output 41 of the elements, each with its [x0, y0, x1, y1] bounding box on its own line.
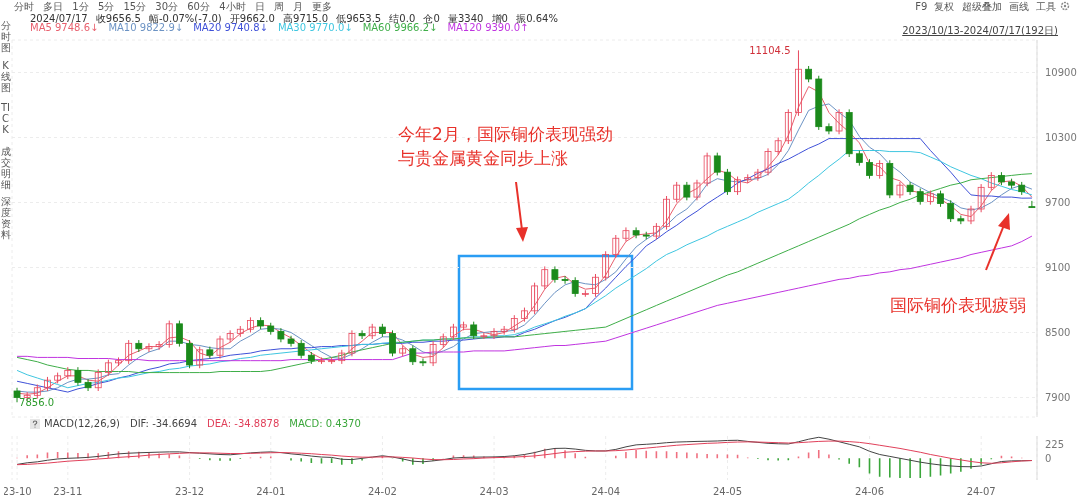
text: 2024/07/17 收9656.5 幅-0.07%(-7.0) 开9662.0 高9715.0 低9653.5 结0.0 仓0 量3340 增0 振0.64%	[30, 12, 558, 24]
y-tick-label: 0	[1045, 452, 1052, 464]
x-tick-label: 23-10	[2, 486, 32, 498]
y-tick-label: 9700	[1045, 197, 1071, 209]
y-tick-label: 7900	[1045, 392, 1071, 404]
text: MA20 9740.8↓	[193, 22, 268, 34]
y-tick-label: 10900	[1045, 67, 1077, 79]
x-tick-label: 24-07	[966, 486, 996, 498]
text: TICK	[0, 102, 11, 135]
text: 2023/10/13-2024/07/17(192日)	[902, 24, 1058, 38]
annotation: 11104.5	[749, 44, 791, 56]
x-tick-label: 23-12	[175, 486, 205, 498]
annotation: 今年2月，国际铜价表现强劲与贵金属黄金同步上涨	[398, 123, 614, 170]
text: MA120 9390.0↑	[447, 22, 529, 34]
y-tick-label: 9100	[1045, 262, 1071, 274]
text: 分时 多日 1分 5分 15分 30分 60分 4小时 日 周 月 更多	[14, 0, 333, 13]
x-tick-label: 23-11	[53, 486, 83, 498]
text: F9 复权 超级叠加 画线 工具	[915, 0, 1056, 14]
text: MA10 9822.9↓	[108, 22, 184, 34]
text: 分时图	[0, 20, 11, 53]
text: 成交明细	[0, 146, 11, 190]
text: 深度资料	[0, 196, 11, 240]
x-tick-label: 24-02	[367, 486, 397, 498]
x-tick-label: 24-03	[479, 486, 509, 498]
text: MA60 9966.2↓	[362, 22, 438, 34]
text: MA5 9748.6↓	[30, 22, 99, 34]
text: MACD: 0.4370	[289, 418, 361, 430]
y-tick-label: 10300	[1045, 132, 1077, 144]
annotation: 国际铜价表现疲弱	[890, 294, 1026, 317]
text: MA30 9770.0↓	[277, 22, 353, 34]
text: DIF: -34.6694	[129, 418, 198, 430]
text: K线图	[0, 60, 11, 93]
x-tick-label: 24-01	[256, 486, 286, 498]
y-tick-label: 8500	[1045, 327, 1071, 339]
x-tick-label: 24-04	[591, 486, 621, 498]
x-tick-label: 24-06	[855, 486, 885, 498]
x-tick-label: 24-05	[712, 486, 742, 498]
y-tick-label: 225	[1045, 438, 1065, 450]
chart-title: MACD(12,26,9)	[43, 418, 120, 430]
text: DEA: -34.8878	[207, 418, 280, 430]
annotation: 7856.0	[19, 396, 55, 408]
